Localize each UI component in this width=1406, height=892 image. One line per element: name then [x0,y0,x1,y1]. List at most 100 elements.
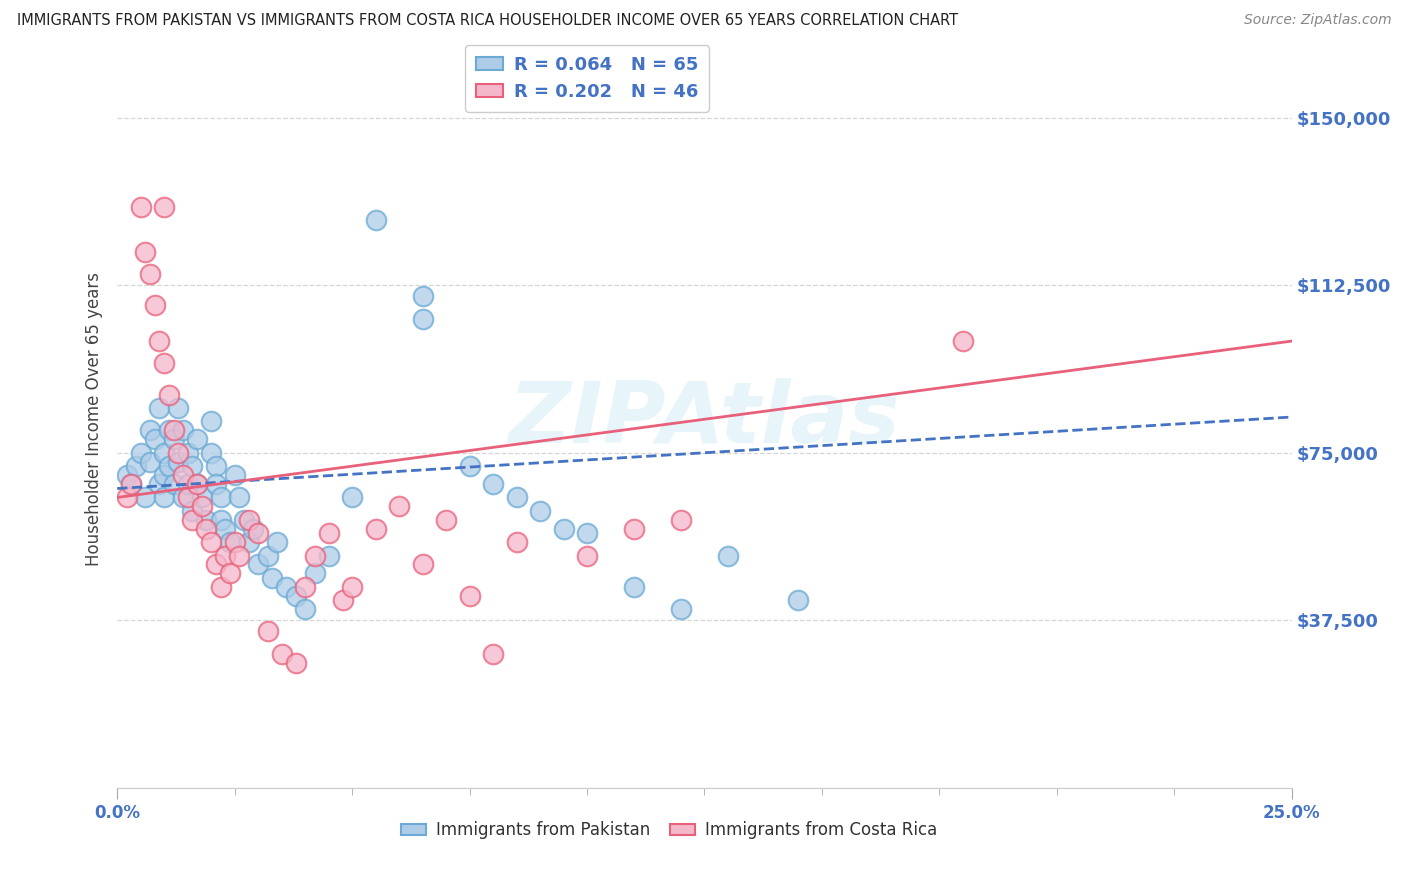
Point [266,535,288,549]
Point [186,477,208,491]
Point [304,566,326,581]
Point [214,522,236,536]
Point [284,656,307,670]
Point [200,446,222,460]
Point [157,459,180,474]
Point [318,526,340,541]
Point [134,244,156,259]
Point [458,459,481,474]
Point [205,459,228,474]
Point [623,522,645,536]
Point [190,491,212,505]
Point [388,500,411,514]
Point [167,455,190,469]
Point [167,401,190,415]
Point [332,593,354,607]
Point [242,522,264,536]
Point [228,491,250,505]
Point [172,491,194,505]
Point [134,491,156,505]
Point [176,446,198,460]
Legend: Immigrants from Pakistan, Immigrants from Costa Rica: Immigrants from Pakistan, Immigrants fro… [394,814,945,846]
Point [717,549,740,563]
Point [172,424,194,438]
Point [148,477,170,491]
Point [157,424,180,438]
Point [318,549,340,563]
Point [623,580,645,594]
Point [129,446,152,460]
Point [787,593,810,607]
Point [219,535,242,549]
Point [219,566,242,581]
Point [224,468,246,483]
Point [458,589,481,603]
Point [256,624,278,639]
Point [576,549,599,563]
Point [952,334,974,348]
Point [176,491,198,505]
Text: ZIPAtlas: ZIPAtlas [509,377,900,461]
Point [294,602,316,616]
Point [238,513,260,527]
Point [364,213,387,227]
Point [162,424,184,438]
Point [186,477,208,491]
Point [176,477,198,491]
Point [200,415,222,429]
Point [148,401,170,415]
Point [247,558,270,572]
Point [181,504,204,518]
Point [162,477,184,491]
Point [214,549,236,563]
Point [129,200,152,214]
Point [669,513,692,527]
Point [434,513,457,527]
Point [186,433,208,447]
Point [153,200,176,214]
Point [143,433,166,447]
Point [294,580,316,594]
Point [153,491,176,505]
Point [205,477,228,491]
Point [181,459,204,474]
Point [364,522,387,536]
Point [669,602,692,616]
Text: Source: ZipAtlas.com: Source: ZipAtlas.com [1244,13,1392,28]
Point [233,513,256,527]
Point [139,267,162,281]
Point [139,455,162,469]
Text: IMMIGRANTS FROM PAKISTAN VS IMMIGRANTS FROM COSTA RICA HOUSEHOLDER INCOME OVER 6: IMMIGRANTS FROM PAKISTAN VS IMMIGRANTS F… [17,13,957,29]
Point [200,535,222,549]
Point [120,477,142,491]
Point [529,504,551,518]
Point [162,433,184,447]
Point [505,535,527,549]
Point [195,513,218,527]
Point [340,580,363,594]
Y-axis label: Householder Income Over 65 years: Householder Income Over 65 years [86,272,103,566]
Point [412,289,434,303]
Point [153,446,176,460]
Point [270,647,292,661]
Point [256,549,278,563]
Point [228,549,250,563]
Point [139,424,162,438]
Point [412,311,434,326]
Point [304,549,326,563]
Point [553,522,575,536]
Point [262,571,284,585]
Point [284,589,307,603]
Point [148,334,170,348]
Point [205,558,228,572]
Point [153,356,176,370]
Point [190,500,212,514]
Point [157,387,180,401]
Point [209,580,232,594]
Point [181,513,204,527]
Point [482,647,505,661]
Point [238,535,260,549]
Point [195,522,218,536]
Point [276,580,298,594]
Point [576,526,599,541]
